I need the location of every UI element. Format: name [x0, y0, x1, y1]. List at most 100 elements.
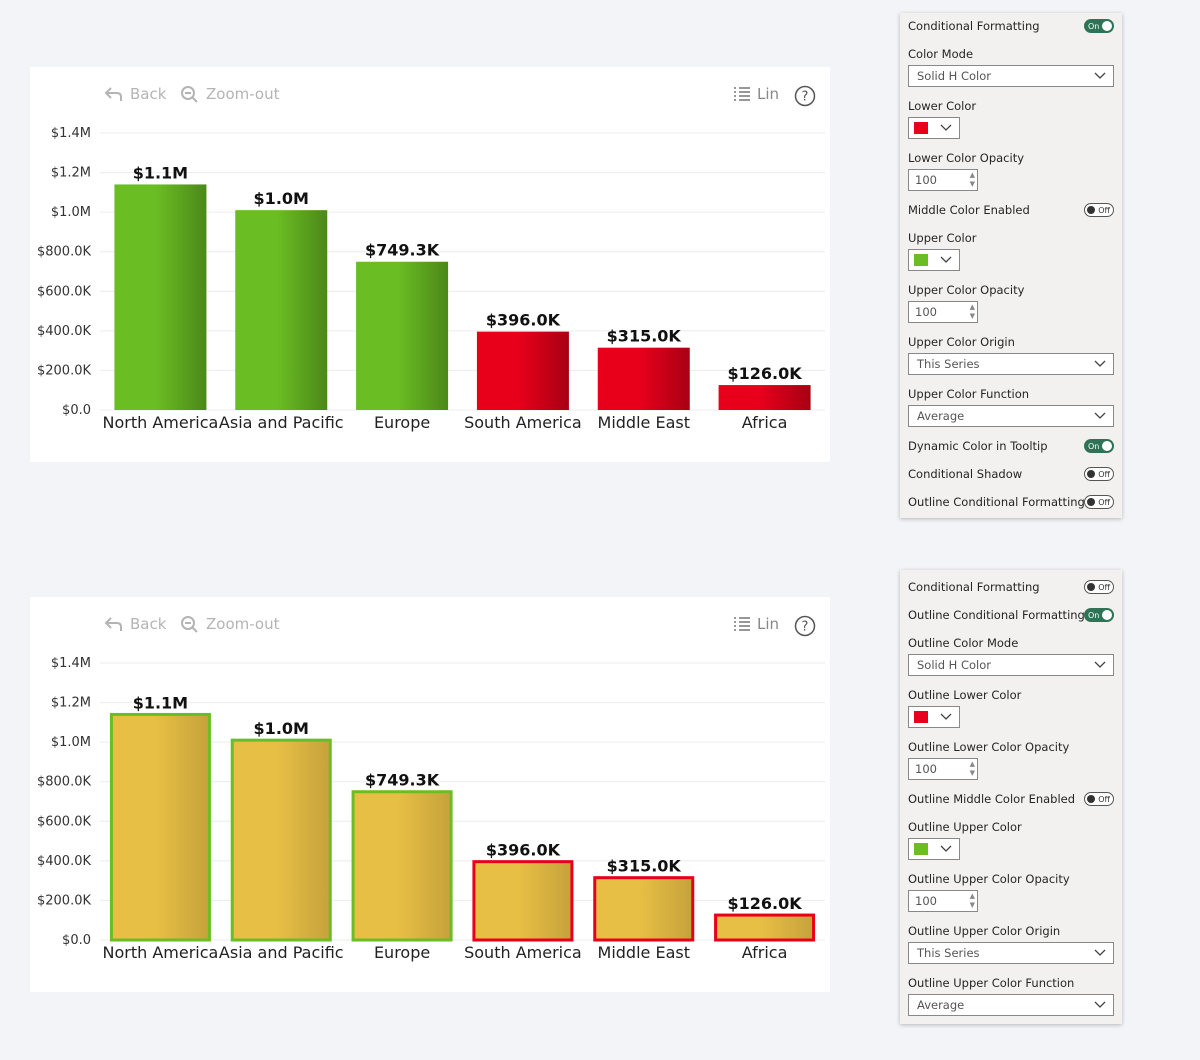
chevron-down-icon: [1094, 412, 1106, 419]
input-value: 100: [915, 173, 937, 187]
zoom-out-button[interactable]: Zoom-out: [180, 615, 280, 633]
chevron-down-icon: [1094, 661, 1106, 668]
dynamic-tooltip-toggle[interactable]: On: [1084, 439, 1114, 453]
dropdown-value: This Series: [917, 357, 980, 371]
conditional-formatting-toggle[interactable]: On: [1084, 19, 1114, 33]
outline-upper-function-dropdown[interactable]: Average: [908, 994, 1114, 1016]
upper-opacity-input[interactable]: 100 ▲ ▼: [908, 301, 978, 323]
x-tick-label: Asia and Pacific: [219, 413, 344, 432]
upper-color-picker[interactable]: [908, 249, 960, 271]
data-label: $315.0K: [607, 327, 682, 346]
conditional-shadow-toggle[interactable]: Off: [1084, 467, 1114, 481]
toggle-state: Off: [1098, 205, 1110, 215]
x-tick-label: Europe: [374, 413, 430, 432]
outline-upper-origin-dropdown[interactable]: This Series: [908, 942, 1114, 964]
dropdown-value: Solid H Color: [917, 69, 992, 83]
color-mode-label: Color Mode: [908, 47, 974, 61]
zoom-out-button[interactable]: Zoom-out: [180, 85, 280, 103]
input-value: 100: [915, 762, 937, 776]
outline-upper-color-label: Outline Upper Color: [908, 820, 1022, 834]
bar-north-america[interactable]: [114, 184, 207, 410]
x-tick-label: South America: [464, 413, 582, 432]
data-label: $749.3K: [365, 771, 440, 790]
svg-text:?: ?: [802, 620, 809, 635]
lower-opacity-input[interactable]: 100 ▲ ▼: [908, 169, 978, 191]
help-icon: ?: [794, 85, 816, 107]
scale-toggle-button[interactable]: Lin: [733, 615, 779, 633]
y-tick-label: $0.0: [62, 403, 91, 418]
data-label: $315.0K: [607, 857, 682, 876]
zoom-out-label: Zoom-out: [206, 615, 280, 633]
spinner-icon[interactable]: ▲ ▼: [969, 303, 975, 320]
lower-color-picker[interactable]: [908, 117, 960, 139]
zoom-out-label: Zoom-out: [206, 85, 280, 103]
help-button[interactable]: ?: [794, 85, 816, 107]
bar-south-america[interactable]: [472, 860, 574, 942]
bar-europe[interactable]: [356, 261, 449, 410]
bar-chart-1: $0.0 $200.0K $400.0K $600.0K $800.0K $1.0M $1.…: [37, 126, 825, 432]
conditional-shadow-label: Conditional Shadow: [908, 467, 1023, 481]
bar-africa[interactable]: [714, 913, 816, 942]
x-tick-label: North America: [102, 413, 218, 432]
bar-asia-and-pacific[interactable]: [235, 210, 328, 410]
outline-cf-toggle[interactable]: On: [1084, 608, 1114, 622]
input-value: 100: [915, 305, 937, 319]
chevron-down-icon: [940, 713, 952, 720]
outline-color-mode-dropdown[interactable]: Solid H Color: [908, 654, 1114, 676]
toggle-state: On: [1088, 441, 1100, 451]
color-mode-dropdown[interactable]: Solid H Color: [908, 65, 1114, 87]
format-panel-1: Conditional Formatting On Color Mode Sol…: [900, 13, 1122, 518]
data-label: $396.0K: [486, 841, 561, 860]
outline-upper-origin-label: Outline Upper Color Origin: [908, 924, 1061, 938]
dropdown-value: Average: [917, 998, 965, 1012]
back-button[interactable]: Back: [104, 615, 166, 633]
bar-europe[interactable]: [351, 790, 453, 942]
x-tick-label: Africa: [742, 943, 788, 962]
color-swatch: [914, 254, 928, 266]
outline-middle-toggle[interactable]: Off: [1084, 792, 1114, 806]
input-value: 100: [915, 894, 937, 908]
data-label: $1.0M: [254, 719, 309, 738]
x-tick-label: North America: [102, 943, 218, 962]
spinner-icon[interactable]: ▲ ▼: [969, 892, 975, 909]
data-label: $126.0K: [728, 364, 803, 383]
bar-north-america[interactable]: [109, 712, 211, 942]
back-button[interactable]: Back: [104, 85, 166, 103]
outline-upper-opacity-input[interactable]: 100 ▲ ▼: [908, 890, 978, 912]
dropdown-value: Solid H Color: [917, 658, 992, 672]
outline-lower-color-picker[interactable]: [908, 706, 960, 728]
data-label: $749.3K: [365, 241, 440, 260]
outline-upper-color-picker[interactable]: [908, 838, 960, 860]
y-tick-label: $1.4M: [51, 126, 91, 141]
bar-middle-east[interactable]: [597, 347, 690, 410]
dropdown-value: Average: [917, 409, 965, 423]
conditional-formatting-label: Conditional Formatting: [908, 580, 1040, 594]
help-button[interactable]: ?: [794, 615, 816, 637]
bar-middle-east[interactable]: [593, 876, 695, 942]
bar-south-america[interactable]: [476, 331, 569, 410]
back-label: Back: [130, 85, 167, 103]
y-tick-label: $1.0M: [51, 735, 91, 750]
y-tick-label: $1.0M: [51, 205, 91, 220]
color-swatch: [914, 711, 928, 723]
upper-function-label: Upper Color Function: [908, 387, 1030, 401]
conditional-formatting-toggle[interactable]: Off: [1084, 580, 1114, 594]
chevron-down-icon: [940, 124, 952, 131]
x-tick-label: Asia and Pacific: [219, 943, 344, 962]
outline-upper-opacity-label: Outline Upper Color Opacity: [908, 872, 1070, 886]
upper-color-label: Upper Color: [908, 231, 977, 245]
middle-color-toggle[interactable]: Off: [1084, 203, 1114, 217]
upper-origin-dropdown[interactable]: This Series: [908, 353, 1114, 375]
scale-toggle-button[interactable]: Lin: [733, 85, 779, 103]
upper-function-dropdown[interactable]: Average: [908, 405, 1114, 427]
chevron-down-icon: [940, 256, 952, 263]
spinner-icon[interactable]: ▲ ▼: [969, 760, 975, 777]
bar-asia-and-pacific[interactable]: [230, 738, 332, 942]
outline-lower-opacity-input[interactable]: 100 ▲ ▼: [908, 758, 978, 780]
bar-chart-2: $0.0 $200.0K $400.0K $600.0K $800.0K $1.0M $1.…: [37, 656, 825, 962]
bar-africa[interactable]: [718, 385, 811, 410]
outline-cf-toggle[interactable]: Off: [1084, 495, 1114, 509]
y-tick-label: $800.0K: [37, 245, 91, 260]
outline-cf-label: Outline Conditional Formatting: [908, 495, 1085, 509]
spinner-icon[interactable]: ▲ ▼: [969, 171, 975, 188]
